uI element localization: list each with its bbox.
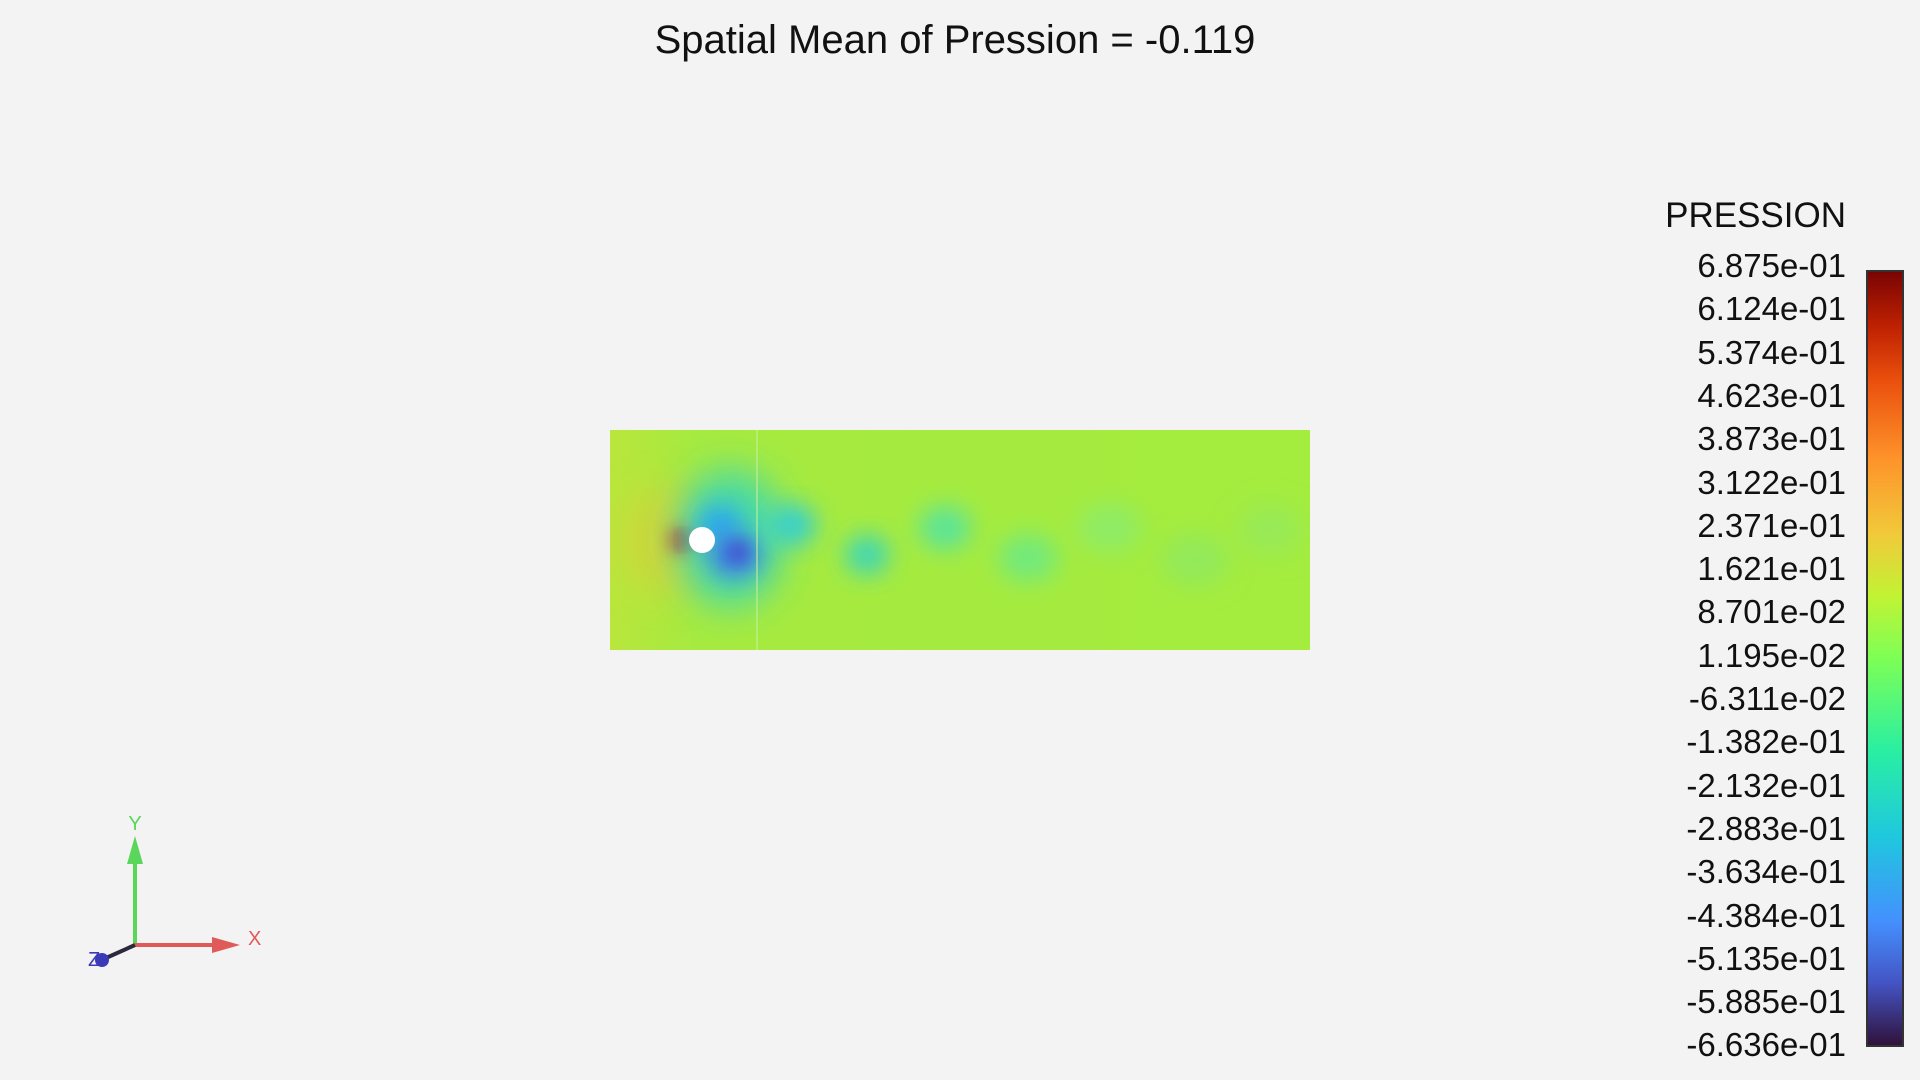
colorbar-tick-label: -5.885e-01: [1686, 982, 1846, 1022]
wake-vortex-4: [998, 534, 1058, 582]
wake-vortex-1: [768, 505, 816, 545]
orientation-axes[interactable]: Y X Z: [80, 800, 280, 980]
wake-vortex-7: [1238, 504, 1302, 556]
pressure-field-svg: [610, 430, 1310, 650]
colorbar-tick-label: -6.636e-01: [1686, 1025, 1846, 1065]
colorbar-tick-label: 1.621e-01: [1697, 549, 1846, 589]
y-axis-arrow-icon: [127, 836, 143, 864]
colorbar[interactable]: [1866, 270, 1904, 1047]
cylinder-obstacle: [689, 527, 715, 553]
colorbar-tick-label: 4.623e-01: [1697, 376, 1846, 416]
colorbar-tick-label: -2.883e-01: [1686, 809, 1846, 849]
x-axis-arrow-icon: [212, 937, 240, 953]
colorbar-tick-label: -6.311e-02: [1689, 679, 1846, 719]
colorbar-tick-label: -2.132e-01: [1686, 766, 1846, 806]
z-axis-label: Z: [88, 949, 100, 971]
y-axis-label: Y: [128, 813, 141, 835]
colorbar-tick-label: 3.873e-01: [1697, 419, 1846, 459]
colorbar-tick-label: -5.135e-01: [1686, 939, 1846, 979]
wake-vortex-3: [919, 506, 971, 550]
x-axis-label: X: [248, 928, 261, 950]
colorbar-tick-label: -4.384e-01: [1686, 896, 1846, 936]
colorbar-tick-label: 3.122e-01: [1697, 463, 1846, 503]
colorbar-tick-label: -3.634e-01: [1686, 852, 1846, 892]
wake-vortex-2: [845, 535, 889, 575]
wake-vortex-5: [1078, 504, 1142, 552]
cylinder-low-core: [728, 542, 748, 562]
colorbar-tick-label: 6.124e-01: [1697, 289, 1846, 329]
colorbar-tick-label: -1.382e-01: [1686, 722, 1846, 762]
z-axis-line: [106, 945, 135, 958]
plot-title: Spatial Mean of Pression = -0.119: [0, 18, 1910, 63]
colorbar-title: PRESSION: [1620, 196, 1846, 236]
orientation-axes-svg: Y X Z: [80, 800, 280, 980]
colorbar-tick-label: 6.875e-01: [1697, 246, 1846, 286]
colorbar-tick-label: 2.371e-01: [1697, 506, 1846, 546]
colorbar-tick-label: 8.701e-02: [1697, 592, 1846, 632]
pressure-field[interactable]: [610, 430, 1310, 650]
wake-vortex-6: [1161, 534, 1229, 586]
colorbar-labels: 6.875e-01 6.124e-01 5.374e-01 4.623e-01 …: [1600, 246, 1846, 1054]
colorbar-tick-label: 5.374e-01: [1697, 333, 1846, 373]
colorbar-tick-label: 1.195e-02: [1697, 636, 1846, 676]
